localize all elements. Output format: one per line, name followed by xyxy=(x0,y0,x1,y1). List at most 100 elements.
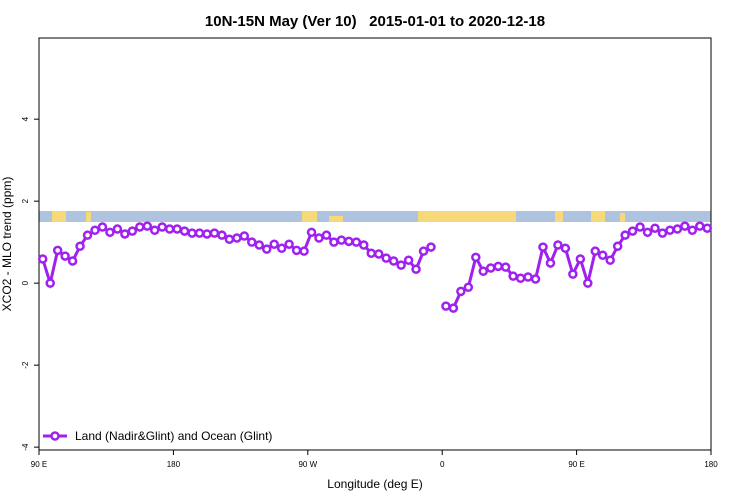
data-point xyxy=(605,255,615,265)
data-point xyxy=(650,223,660,233)
data-point xyxy=(538,242,548,252)
data-point xyxy=(553,240,563,250)
y-axis-label: XCO2 - MLO trend (ppm) xyxy=(0,177,14,312)
data-point xyxy=(135,222,145,232)
data-point xyxy=(247,237,257,247)
data-point xyxy=(597,250,608,261)
x-axis-label: Longitude (deg E) xyxy=(327,477,422,491)
data-point xyxy=(523,272,533,282)
data-point xyxy=(142,221,153,231)
data-point xyxy=(269,239,279,249)
data-point xyxy=(127,226,138,236)
data-point xyxy=(157,222,167,232)
x-tick-label: 180 xyxy=(167,460,181,469)
data-point xyxy=(37,254,48,264)
data-point xyxy=(545,258,556,268)
data-point xyxy=(97,222,108,232)
y-tick-label: -4 xyxy=(21,443,30,451)
data-point xyxy=(590,246,601,256)
data-point xyxy=(508,271,518,281)
data-point xyxy=(224,234,235,245)
data-point xyxy=(583,278,593,288)
data-point xyxy=(276,243,287,254)
plot-frame xyxy=(38,37,712,451)
data-point xyxy=(187,228,197,238)
data-point xyxy=(179,226,190,236)
data-point xyxy=(45,278,55,288)
data-point xyxy=(627,226,638,236)
data-point xyxy=(112,224,123,234)
data-point xyxy=(202,229,212,239)
data-point xyxy=(60,251,70,261)
data-point xyxy=(194,228,205,238)
data-point xyxy=(217,230,227,240)
data-point xyxy=(448,303,459,313)
data-point xyxy=(254,240,265,250)
data-point xyxy=(299,246,309,256)
data-point xyxy=(388,256,399,266)
x-tick-label: 90 E xyxy=(568,460,584,469)
data-point xyxy=(612,241,623,252)
data-point xyxy=(687,225,698,236)
data-point xyxy=(530,274,541,284)
data-point xyxy=(82,230,93,240)
y-tick-label: 4 xyxy=(21,116,30,121)
data-point xyxy=(560,243,571,254)
data-point xyxy=(164,224,175,234)
data-point xyxy=(695,221,705,231)
data-point xyxy=(411,264,421,274)
data-point xyxy=(642,227,653,238)
data-point xyxy=(635,222,645,232)
data-point xyxy=(456,286,466,297)
data-point xyxy=(463,282,474,292)
data-point xyxy=(321,230,332,240)
legend-label: Land (Nadir&Glint) and Ocean (Glint) xyxy=(75,429,272,443)
data-point xyxy=(209,228,220,238)
data-point xyxy=(441,301,451,311)
data-point xyxy=(67,256,78,266)
data-point xyxy=(336,235,347,245)
data-point xyxy=(680,221,690,231)
data-point xyxy=(90,225,100,236)
data-point xyxy=(351,237,362,247)
data-point xyxy=(291,245,302,256)
map-strip xyxy=(39,211,711,222)
data-point xyxy=(672,224,683,234)
data-point xyxy=(657,228,668,238)
data-point xyxy=(239,231,250,241)
data-point xyxy=(418,246,429,256)
data-point xyxy=(493,261,503,272)
x-tick-label: 180 xyxy=(704,460,718,469)
data-point xyxy=(478,266,489,277)
data-point xyxy=(149,225,160,236)
data-point xyxy=(75,241,85,252)
legend-marker xyxy=(50,431,60,441)
chart-title: 10N-15N May (Ver 10) 2015-01-01 to 2020-… xyxy=(205,13,545,30)
data-point xyxy=(485,263,496,273)
data-point xyxy=(396,260,406,270)
data-point xyxy=(426,242,436,252)
x-tick-label: 0 xyxy=(440,460,445,469)
data-point xyxy=(284,239,294,249)
data-point xyxy=(105,227,115,238)
data-point xyxy=(329,237,339,247)
data-point xyxy=(232,233,242,243)
data-point xyxy=(702,223,713,233)
data-point xyxy=(344,236,354,247)
y-tick-label: -2 xyxy=(21,361,30,369)
data-point xyxy=(515,273,526,283)
data-point xyxy=(261,244,272,254)
y-tick-label: 0 xyxy=(21,280,30,285)
data-point xyxy=(120,229,130,239)
x-tick-label: 90 E xyxy=(31,460,47,469)
series-line xyxy=(41,224,708,310)
x-tick-label: 90 W xyxy=(298,460,317,469)
data-point xyxy=(314,233,324,243)
data-point xyxy=(568,269,578,279)
data-point xyxy=(366,248,377,258)
data-point xyxy=(359,240,369,250)
data-point xyxy=(575,254,586,264)
data-point xyxy=(381,253,391,263)
data-point xyxy=(52,245,63,256)
